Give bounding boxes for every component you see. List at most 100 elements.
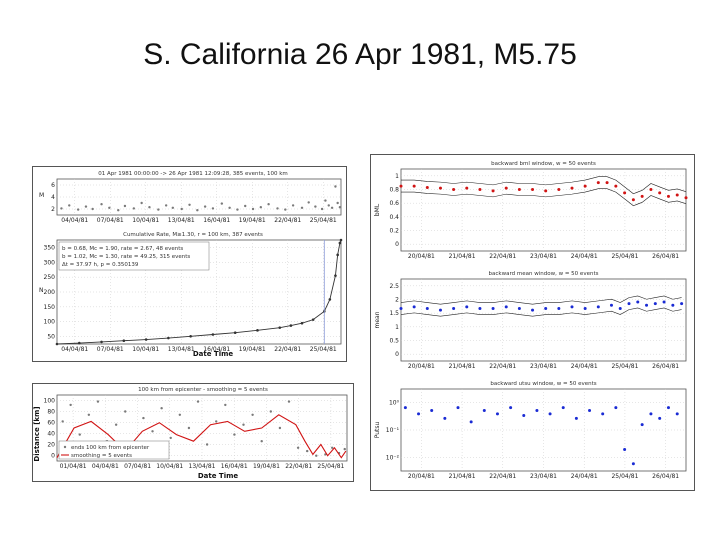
event-distance-point — [151, 430, 154, 433]
magnitude-point — [148, 206, 151, 209]
magnitude-point — [259, 206, 263, 209]
x-tick-label: 25/04/81 — [310, 346, 337, 353]
y-tick-label: 250 — [44, 274, 56, 281]
window-value-point — [671, 303, 675, 307]
window-value-point — [495, 412, 499, 416]
magnitude-point — [330, 206, 334, 209]
magnitude-point — [68, 204, 71, 207]
event-distance-point — [278, 426, 282, 430]
panel-ylabel: bML — [374, 203, 381, 216]
upper-bound-line — [400, 295, 682, 305]
x-tick-label: 16/04/81 — [203, 346, 230, 353]
y-tick-label: 10⁻² — [386, 454, 400, 461]
cumulative-line — [56, 239, 342, 345]
window-value-point — [614, 406, 618, 410]
window-value-point — [531, 308, 535, 312]
event-distance-point — [269, 410, 273, 413]
legend-entry: ends 100 km from epicenter — [71, 445, 150, 451]
event-distance-point — [242, 423, 245, 426]
event-distance-point — [69, 403, 72, 407]
magnitude-point — [327, 204, 330, 207]
y-tick-label: 100 — [44, 319, 56, 326]
y-tick-label: 1.5 — [389, 310, 399, 317]
y-tick-label: 200 — [44, 289, 56, 296]
magnitude-point — [84, 205, 88, 208]
x-tick-label: 25/04/81 — [611, 253, 638, 260]
x-tick-label: 16/04/81 — [203, 217, 230, 224]
fig1-title: 01 Apr 1981 00:00:00 -> 26 Apr 1981 12:0… — [98, 171, 288, 177]
window-value-point — [680, 302, 684, 306]
magnitude-point — [91, 207, 94, 211]
magnitude-point — [300, 206, 304, 209]
y-tick-label: 50 — [47, 334, 55, 341]
window-value-point — [666, 406, 670, 410]
event-distance-point — [331, 446, 334, 449]
window-value-point — [465, 305, 469, 309]
lower-bound-line — [401, 188, 687, 207]
y-tick-label: 20 — [47, 442, 55, 449]
window-value-point — [548, 412, 552, 416]
cumulative-point — [278, 326, 282, 329]
legend-box — [58, 440, 170, 460]
window-value-point — [399, 184, 403, 188]
panel-title: backward bml window, w = 50 events — [491, 161, 596, 167]
magnitude-point — [60, 207, 63, 210]
y-tick-label: 300 — [44, 259, 56, 266]
event-distance-point — [260, 440, 263, 443]
x-tick-label: 26/04/81 — [652, 363, 679, 370]
mean-window-plot: backward mean window, w = 50 events2.521… — [374, 271, 687, 370]
cumulative-point — [339, 238, 343, 242]
upper-bound-line — [401, 176, 687, 195]
event-distance-point — [343, 447, 346, 451]
cumulative-point — [144, 338, 148, 341]
magnitude-point — [267, 203, 270, 206]
y-tick-label: 0 — [51, 453, 55, 460]
window-value-point — [649, 188, 653, 191]
slide-title: S. California 26 Apr 1981, M5.75 — [143, 38, 577, 71]
event-distance-point — [96, 400, 100, 403]
window-value-point — [636, 300, 640, 304]
window-value-point — [517, 188, 521, 191]
window-value-point — [425, 307, 429, 311]
window-value-point — [640, 194, 644, 198]
panel-ylabel: Putsu — [374, 422, 381, 439]
y-tick-label: 10⁻¹ — [386, 427, 400, 434]
magnitude-point — [220, 202, 224, 205]
window-value-point — [412, 184, 416, 188]
x-tick-label: 22/04/81 — [285, 463, 312, 470]
x-tick-label: 20/04/81 — [408, 253, 435, 260]
window-value-point — [517, 307, 521, 311]
window-value-point — [614, 184, 618, 188]
window-value-point — [631, 198, 635, 202]
legend-entry: b = 0.68, Mc = 1.90, rate = 2.67, 48 eve… — [62, 246, 183, 252]
magnitude-point — [164, 204, 168, 207]
x-tick-label: 23/04/81 — [530, 473, 557, 480]
fig1-top-ylabel: M — [39, 192, 44, 199]
cumulative-point — [336, 253, 339, 257]
x-tick-label: 25/04/81 — [317, 463, 344, 470]
bml-window-plot: backward bml window, w = 50 events 1 0.8 0.… — [374, 161, 688, 260]
x-tick-label: 22/04/81 — [489, 473, 516, 480]
window-value-point — [452, 188, 456, 191]
legend-entry: b = 1.02, Mc = 1.30, rate = 49.25, 315 e… — [62, 254, 190, 260]
y-tick-label: 350 — [44, 244, 56, 251]
event-distance-point — [251, 413, 254, 416]
event-distance-point — [178, 413, 182, 416]
utsu-window-plot: backward utsu window, w = 50 events 10⁰ 10… — [374, 381, 687, 480]
cumulative-point — [338, 241, 342, 245]
magnitude-point — [132, 207, 136, 210]
window-value-point — [649, 412, 653, 416]
y-tick-label: 0.8 — [389, 187, 399, 194]
window-value-point — [640, 423, 644, 427]
cumulative-point — [311, 318, 315, 321]
x-tick-label: 19/04/81 — [253, 463, 280, 470]
magnitude-time-plot: 6 4 2 04/04/81 07/04/81 10/04/81 13/04/81 16/04… — [39, 178, 342, 224]
x-tick-label: 21/04/81 — [449, 473, 476, 480]
magnitude-point — [336, 201, 339, 205]
x-tick-label: 23/04/81 — [530, 253, 557, 260]
y-tick-label: 0.6 — [389, 200, 399, 207]
window-value-point — [456, 406, 460, 410]
x-tick-label: 24/04/81 — [571, 253, 598, 260]
magnitude-point — [251, 207, 255, 211]
window-value-point — [430, 408, 434, 412]
